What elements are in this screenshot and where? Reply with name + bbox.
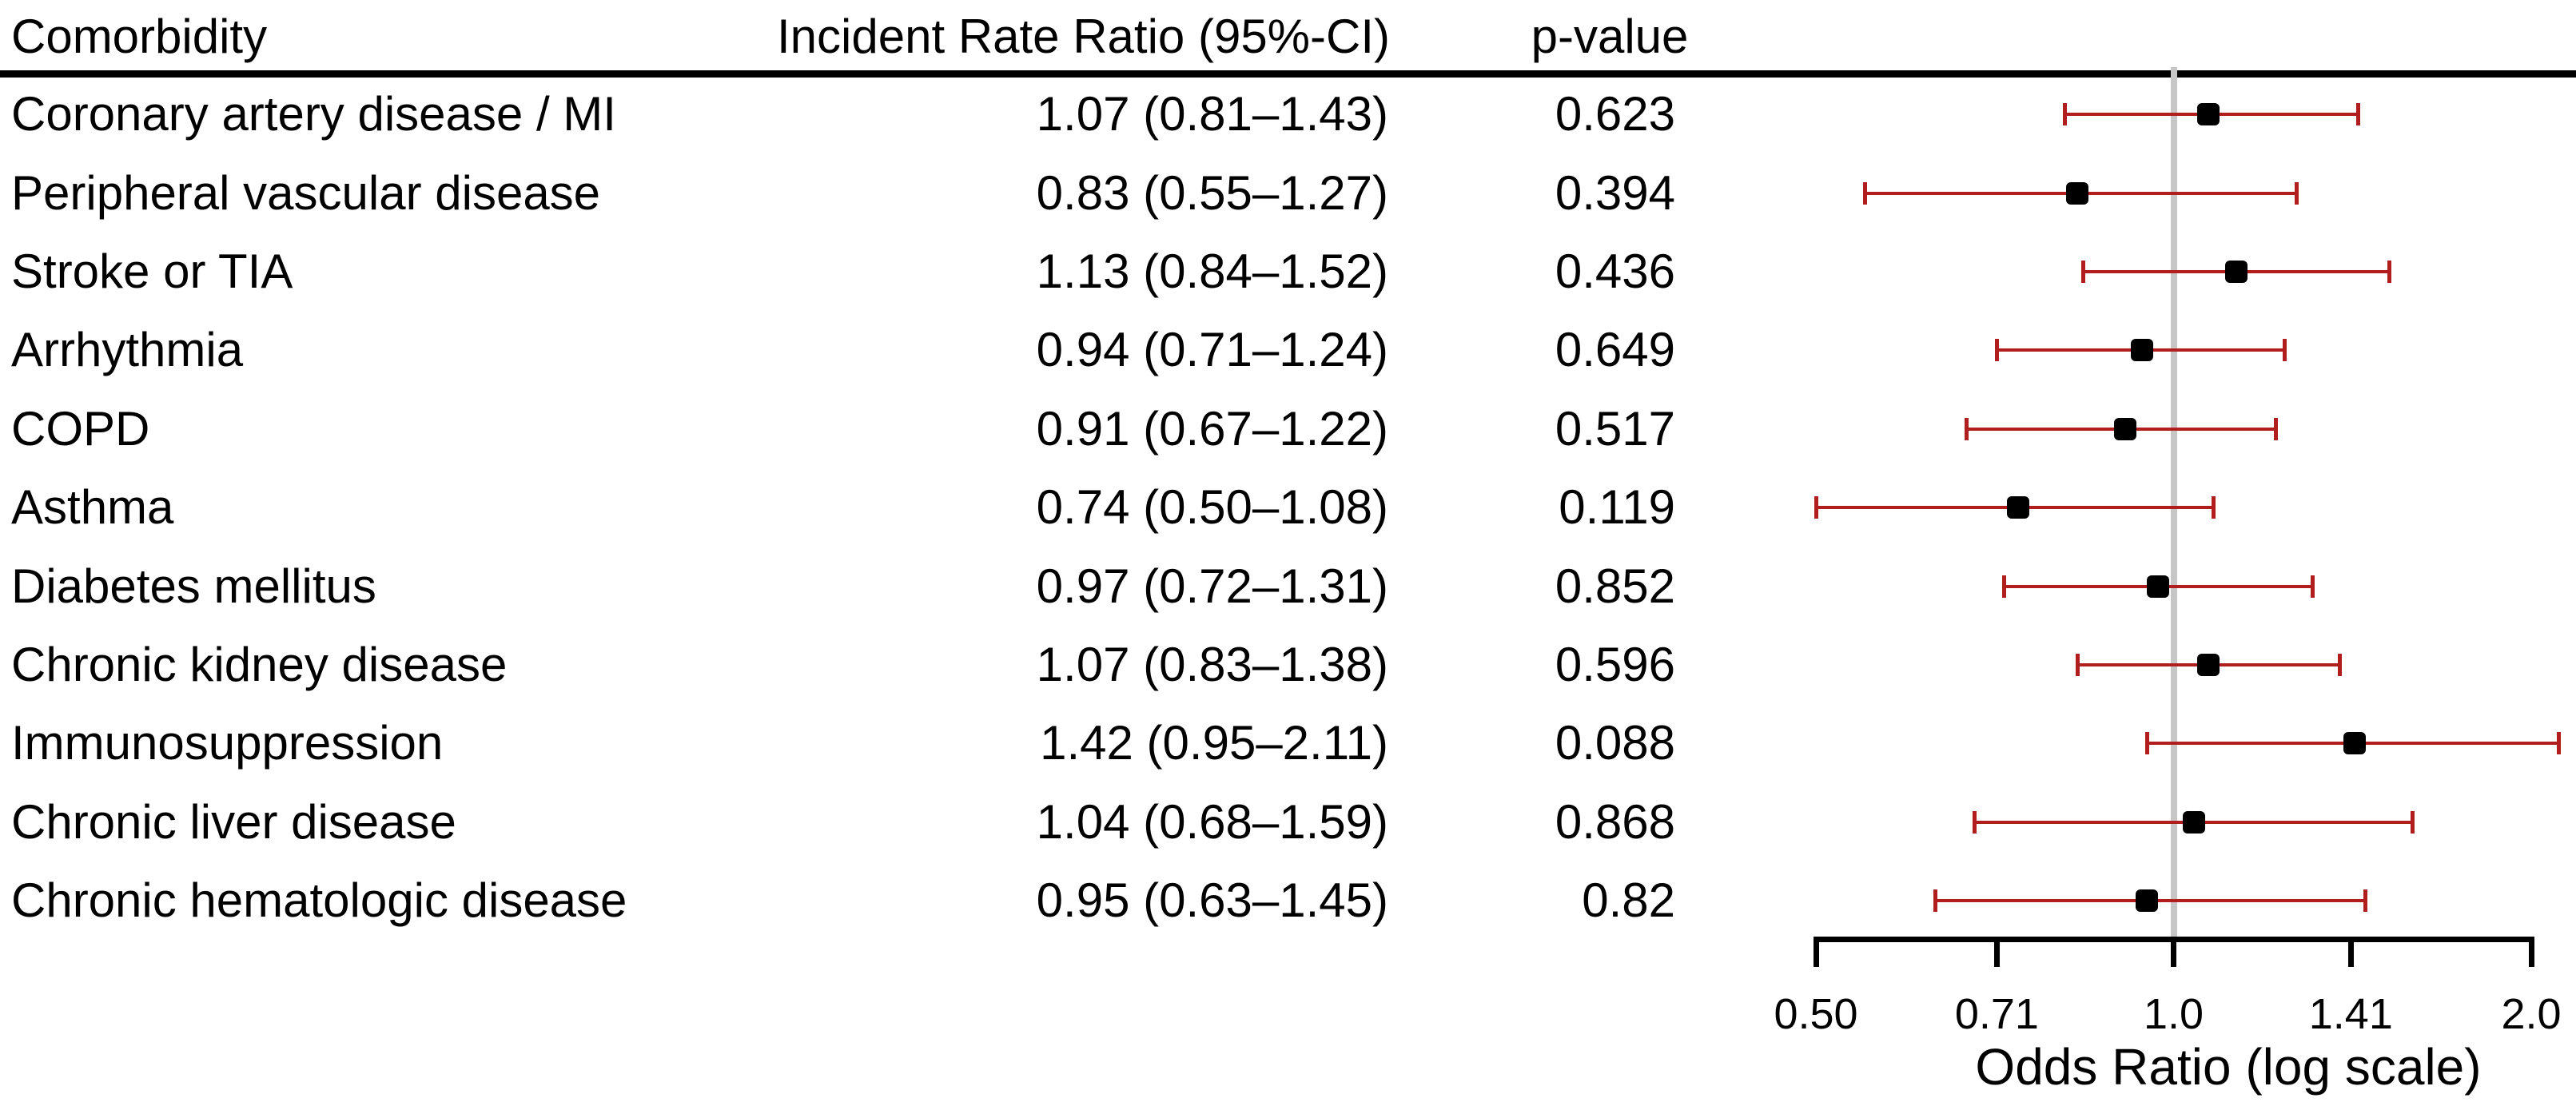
x-axis-tick-label: 0.71 bbox=[1954, 990, 2039, 1038]
estimate-marker bbox=[2343, 732, 2366, 755]
p-value: 0.394 bbox=[1555, 165, 1675, 220]
x-axis-tick bbox=[2528, 937, 2534, 967]
p-value: 0.852 bbox=[1555, 559, 1675, 613]
p-value: 0.517 bbox=[1555, 401, 1675, 456]
irr-value: 1.07 (0.81–1.43) bbox=[1036, 87, 1388, 141]
column-header-p-value: p-value bbox=[1531, 10, 1689, 63]
ci-cap-left bbox=[1973, 810, 1977, 834]
estimate-marker bbox=[2182, 810, 2205, 834]
x-axis-tick-label: 0.50 bbox=[1774, 990, 1858, 1038]
ci-cap-left bbox=[1965, 417, 1969, 440]
irr-value: 0.95 (0.63–1.45) bbox=[1036, 873, 1388, 928]
estimate-marker bbox=[2007, 496, 2030, 519]
header-rule bbox=[0, 70, 2576, 78]
estimate-marker bbox=[2066, 181, 2089, 205]
irr-value: 0.74 (0.50–1.08) bbox=[1036, 480, 1388, 535]
ci-cap-right bbox=[2557, 732, 2562, 755]
estimate-marker bbox=[2146, 575, 2169, 598]
ci-cap-right bbox=[2363, 889, 2367, 913]
irr-value: 0.83 (0.55–1.27) bbox=[1036, 165, 1388, 220]
x-axis-tick bbox=[2171, 937, 2176, 967]
row-label: Immunosuppression bbox=[11, 716, 444, 770]
row-label: Stroke or TIA bbox=[11, 245, 293, 298]
estimate-marker bbox=[2225, 261, 2248, 283]
ci-cap-left bbox=[1863, 181, 1868, 205]
estimate-marker bbox=[2197, 654, 2220, 676]
estimate-marker bbox=[2197, 103, 2220, 126]
ci-cap-right bbox=[2295, 181, 2299, 205]
column-header-incident-rate-ratio: Incident Rate Ratio (95%-CI) bbox=[777, 10, 1390, 63]
x-axis-tick-label: 1.41 bbox=[2308, 990, 2393, 1038]
ci-cap-right bbox=[2337, 654, 2342, 676]
ci-cap-right bbox=[2411, 810, 2415, 834]
ci-cap-right bbox=[2274, 417, 2279, 440]
irr-value: 1.04 (0.68–1.59) bbox=[1036, 794, 1388, 849]
x-axis-title: Odds Ratio (log scale) bbox=[1975, 1038, 2482, 1096]
irr-value: 0.94 (0.71–1.24) bbox=[1036, 323, 1388, 377]
p-value: 0.82 bbox=[1582, 873, 1675, 928]
ci-cap-left bbox=[1933, 889, 1937, 913]
estimate-marker bbox=[2130, 339, 2153, 362]
row-label: Arrhythmia bbox=[11, 323, 244, 377]
irr-value: 1.07 (0.83–1.38) bbox=[1036, 638, 1388, 691]
ci-cap-right bbox=[2311, 575, 2315, 598]
x-axis-tick bbox=[1813, 937, 1819, 967]
p-value: 0.623 bbox=[1555, 87, 1675, 141]
irr-value: 1.42 (0.95–2.11) bbox=[1040, 716, 1388, 770]
ci-cap-left bbox=[1814, 496, 1818, 519]
p-value: 0.436 bbox=[1555, 245, 1675, 298]
ci-cap-right bbox=[2355, 103, 2360, 126]
p-value: 0.868 bbox=[1555, 794, 1675, 849]
p-value: 0.088 bbox=[1555, 716, 1675, 770]
ci-cap-left bbox=[1994, 339, 1999, 362]
row-label: Chronic liver disease bbox=[11, 794, 456, 849]
ci-cap-left bbox=[2075, 654, 2080, 676]
ci-cap-right bbox=[2387, 261, 2392, 283]
ci-cap-left bbox=[2081, 261, 2086, 283]
ci-cap-left bbox=[2001, 575, 2006, 598]
row-label: COPD bbox=[11, 401, 150, 456]
reference-line bbox=[2170, 67, 2177, 937]
p-value: 0.649 bbox=[1555, 323, 1675, 377]
p-value: 0.119 bbox=[1559, 480, 1675, 535]
row-label: Diabetes mellitus bbox=[11, 559, 376, 613]
irr-value: 0.97 (0.72–1.31) bbox=[1036, 559, 1388, 613]
row-label: Asthma bbox=[11, 480, 174, 535]
row-label: Chronic hematologic disease bbox=[11, 873, 627, 928]
ci-cap-right bbox=[2211, 496, 2216, 519]
ci-cap-left bbox=[2062, 103, 2067, 126]
x-axis-tick bbox=[2347, 937, 2354, 967]
p-value: 0.596 bbox=[1555, 638, 1675, 691]
estimate-marker bbox=[2136, 889, 2159, 913]
estimate-marker bbox=[2113, 417, 2136, 440]
irr-value: 0.91 (0.67–1.22) bbox=[1036, 401, 1388, 456]
x-axis-tick bbox=[1993, 937, 2000, 967]
x-axis-tick-label: 1.0 bbox=[2143, 990, 2204, 1038]
irr-value: 1.13 (0.84–1.52) bbox=[1036, 245, 1388, 298]
row-label: Coronary artery disease / MI bbox=[11, 87, 616, 141]
column-header-comorbidity: Comorbidity bbox=[11, 10, 268, 63]
ci-cap-left bbox=[2144, 732, 2149, 755]
ci-cap-right bbox=[2282, 339, 2287, 362]
row-label: Peripheral vascular disease bbox=[11, 165, 601, 220]
x-axis-tick-label: 2.0 bbox=[2501, 990, 2562, 1038]
row-label: Chronic kidney disease bbox=[11, 638, 508, 691]
